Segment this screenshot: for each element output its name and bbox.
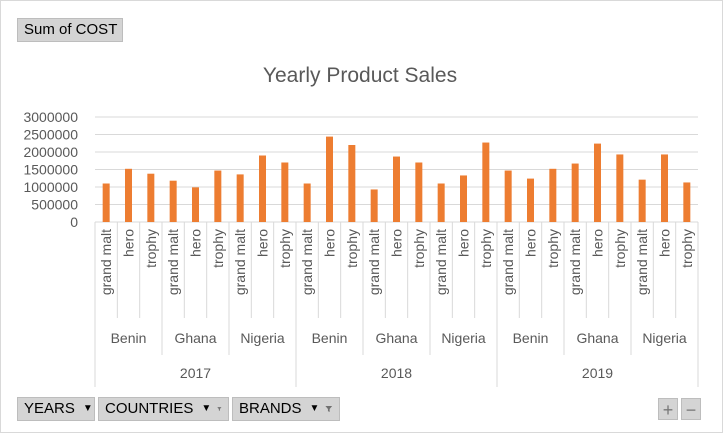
countries-field-label: COUNTRIES	[105, 400, 194, 417]
x-tick-label: grand malt	[433, 229, 449, 295]
chevron-down-icon[interactable]: ▼	[201, 403, 212, 414]
bar[interactable]	[616, 154, 624, 222]
x-tick-label: grand malt	[500, 229, 516, 295]
bar[interactable]	[549, 168, 557, 222]
bar[interactable]	[102, 183, 110, 223]
bar[interactable]	[147, 173, 155, 222]
bar[interactable]	[638, 179, 646, 222]
countries-field-button[interactable]: COUNTRIES ▼	[98, 397, 229, 421]
years-field-label: YEARS	[24, 400, 75, 417]
bar[interactable]	[303, 183, 311, 223]
value-field-label: Sum of COST	[24, 21, 118, 38]
x-tick-label: grand malt	[366, 229, 382, 295]
bar[interactable]	[437, 183, 445, 223]
bar[interactable]	[482, 142, 490, 222]
x-tick-label: hero	[657, 229, 673, 257]
year-label: 2018	[381, 365, 412, 381]
y-tick-label: 1000000	[23, 179, 78, 195]
bar[interactable]	[348, 145, 356, 222]
x-tick-label: grand malt	[634, 229, 650, 295]
country-label: Ghana	[174, 330, 216, 346]
bar[interactable]	[236, 174, 244, 222]
x-tick-label: hero	[121, 229, 137, 257]
filter-icon[interactable]	[325, 401, 333, 417]
x-tick-label: grand malt	[98, 229, 114, 295]
bar[interactable]	[527, 178, 534, 222]
value-field-button[interactable]: Sum of COST	[17, 18, 123, 42]
x-tick-label: trophy	[478, 229, 494, 268]
country-label: Ghana	[576, 330, 618, 346]
expand-field-button[interactable]: +	[658, 398, 678, 420]
country-label: Benin	[513, 330, 549, 346]
bar[interactable]	[594, 143, 601, 222]
country-label: Nigeria	[441, 330, 486, 346]
bar[interactable]	[326, 136, 333, 222]
y-tick-label: 2000000	[23, 144, 78, 160]
bar[interactable]	[169, 180, 177, 222]
bar[interactable]	[214, 170, 222, 222]
x-tick-label: trophy	[344, 229, 360, 268]
x-tick-label: trophy	[210, 229, 226, 268]
bar[interactable]	[259, 155, 266, 223]
y-tick-label: 1500000	[23, 162, 78, 178]
country-label: Ghana	[375, 330, 417, 346]
x-tick-label: trophy	[612, 229, 628, 268]
x-tick-label: grand malt	[299, 229, 315, 295]
bar[interactable]	[281, 162, 289, 223]
bar[interactable]	[370, 189, 378, 222]
x-tick-label: hero	[523, 229, 539, 257]
x-tick-label: trophy	[545, 229, 561, 268]
country-label: Nigeria	[240, 330, 285, 346]
collapse-field-button[interactable]: −	[681, 398, 701, 420]
chevron-down-icon[interactable]: ▼	[82, 403, 93, 414]
y-tick-label: 2500000	[23, 127, 78, 143]
country-label: Nigeria	[642, 330, 687, 346]
country-label: Benin	[312, 330, 348, 346]
x-tick-label: trophy	[143, 229, 159, 268]
x-tick-label: hero	[389, 229, 405, 257]
x-tick-label: hero	[322, 229, 338, 257]
country-label: Benin	[111, 330, 147, 346]
chart-title: Yearly Product Sales	[263, 64, 457, 87]
x-tick-label: trophy	[679, 229, 695, 268]
y-tick-label: 0	[70, 214, 78, 230]
filter-icon[interactable]	[217, 401, 222, 417]
years-field-button[interactable]: YEARS ▼	[17, 397, 95, 421]
bar[interactable]	[661, 154, 668, 222]
year-label: 2017	[180, 365, 211, 381]
y-tick-label: 3000000	[23, 109, 78, 125]
y-tick-label: 500000	[31, 197, 78, 213]
bar[interactable]	[125, 168, 132, 222]
x-tick-label: hero	[255, 229, 271, 257]
x-tick-label: hero	[188, 229, 204, 257]
chevron-down-icon[interactable]: ▼	[309, 403, 320, 414]
x-tick-label: grand malt	[232, 229, 248, 295]
x-tick-label: trophy	[411, 229, 427, 268]
x-tick-label: hero	[456, 229, 472, 257]
brands-field-label: BRANDS	[239, 400, 302, 417]
bar[interactable]	[460, 175, 467, 222]
bar[interactable]	[192, 187, 199, 222]
x-tick-label: hero	[590, 229, 606, 257]
year-label: 2019	[582, 365, 613, 381]
brands-field-button[interactable]: BRANDS ▼	[232, 397, 340, 421]
x-tick-label: grand malt	[165, 229, 181, 295]
bar[interactable]	[504, 170, 512, 222]
bar[interactable]	[683, 182, 691, 222]
bar[interactable]	[415, 162, 423, 223]
x-tick-label: trophy	[277, 229, 293, 268]
x-tick-label: grand malt	[567, 229, 583, 295]
bar[interactable]	[571, 163, 579, 222]
bar[interactable]	[393, 156, 400, 222]
